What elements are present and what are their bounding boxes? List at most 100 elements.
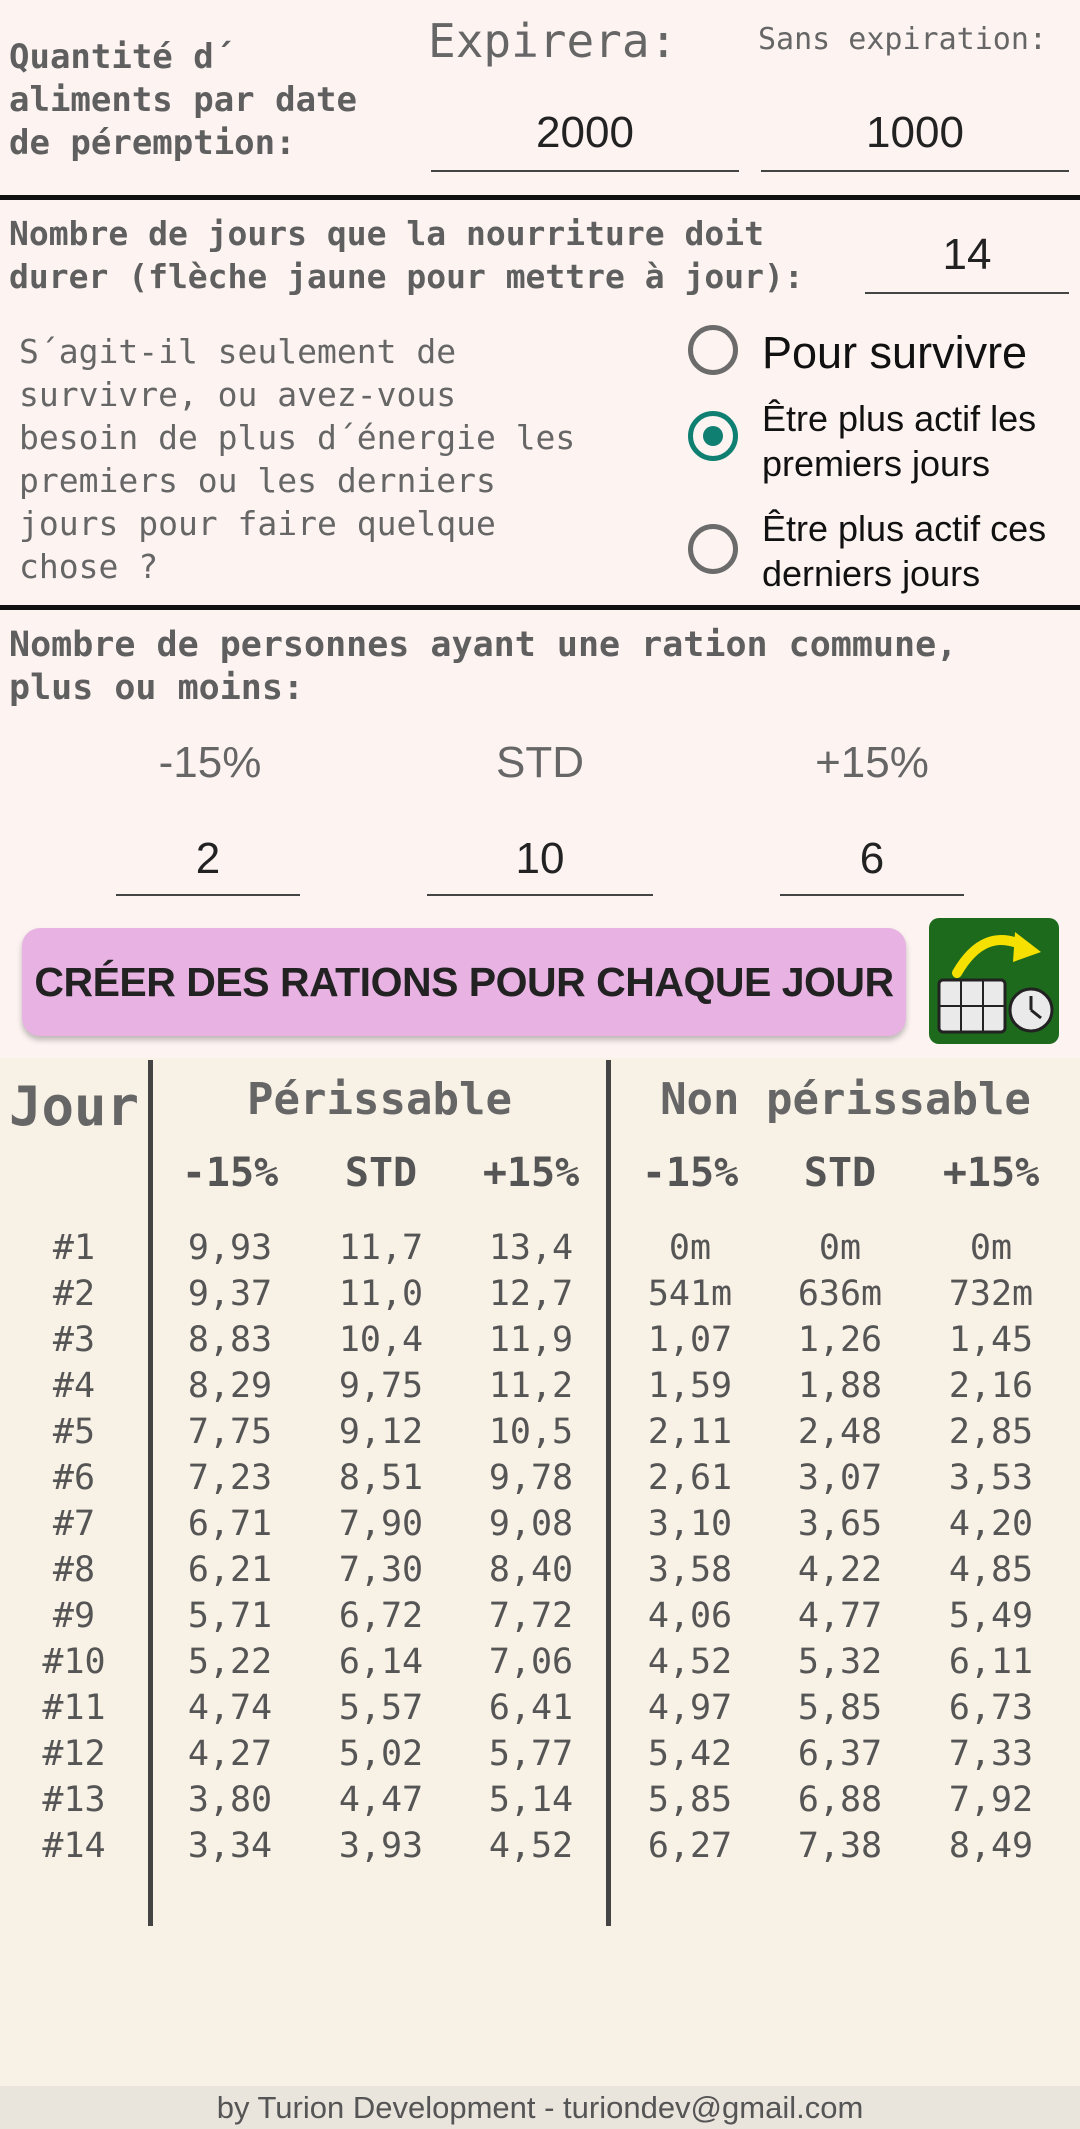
create-rations-button[interactable]: CRÉER DES RATIONS POUR CHAQUE JOUR <box>22 928 906 1036</box>
expire-quantity-input[interactable]: 2000 <box>431 108 739 172</box>
days-input[interactable]: 14 <box>865 230 1069 294</box>
ration-cell: 636m <box>797 1274 883 1314</box>
radio-survive-label: Pour survivre <box>762 327 1028 378</box>
ration-cell: 11,9 <box>488 1320 574 1360</box>
radio-survive[interactable]: Pour survivre <box>686 325 1076 385</box>
activity-question: S´agit-il seulement de survivre, ou avez… <box>19 332 576 586</box>
ration-cell: 5,71 <box>187 1596 273 1636</box>
table-row: #12 4,27 5,02 5,77 5,42 6,37 7,33 <box>0 1734 1080 1780</box>
perishable-header: Périssable <box>247 1074 512 1125</box>
ration-cell: 3,07 <box>797 1458 883 1498</box>
ration-cell: 732m <box>948 1274 1034 1314</box>
radio-active-first-days[interactable]: Être plus actif les premiers jours <box>686 396 1076 488</box>
people-header-plus: +15% <box>815 738 929 787</box>
table-row: #9 5,71 6,72 7,72 4,06 4,77 5,49 <box>0 1596 1080 1642</box>
ration-cell: 10,4 <box>338 1320 424 1360</box>
footer-credit: by Turion Development - turiondev@gmail.… <box>0 2086 1080 2129</box>
day-number: #14 <box>42 1826 106 1866</box>
ration-cell: 4,06 <box>647 1596 733 1636</box>
ration-cell: 6,37 <box>797 1734 883 1774</box>
ration-cell: 13,4 <box>488 1228 574 1268</box>
radio-circle-active-last[interactable] <box>688 524 738 574</box>
ration-cell: 7,75 <box>187 1412 273 1452</box>
ration-cell: 9,75 <box>338 1366 424 1406</box>
day-number: #2 <box>52 1274 96 1314</box>
ration-cell: 0m <box>818 1228 862 1268</box>
ration-cell: 5,32 <box>797 1642 883 1682</box>
ration-cell: 1,59 <box>647 1366 733 1406</box>
radio-circle-active-first[interactable] <box>688 411 738 461</box>
day-number: #8 <box>52 1550 96 1590</box>
ration-cell: 4,74 <box>187 1688 273 1728</box>
ration-cell: 4,52 <box>647 1642 733 1682</box>
day-number: #4 <box>52 1366 96 1406</box>
column-divider <box>148 1060 153 1926</box>
people-label: Nombre de personnes ayant une ration com… <box>9 625 958 708</box>
calendar-clock-update-icon <box>937 932 1054 1034</box>
ration-cell: 3,34 <box>187 1826 273 1866</box>
table-row: #7 6,71 7,90 9,08 3,10 3,65 4,20 <box>0 1504 1080 1550</box>
people-std-input[interactable]: 10 <box>427 834 653 896</box>
ration-cell: 5,85 <box>647 1780 733 1820</box>
no-expire-header: Sans expiration: <box>758 22 1047 57</box>
day-number: #12 <box>42 1734 106 1774</box>
table-row: #13 3,80 4,47 5,14 5,85 6,88 7,92 <box>0 1780 1080 1826</box>
day-number: #10 <box>42 1642 106 1682</box>
ration-cell: 9,78 <box>488 1458 574 1498</box>
day-number: #7 <box>52 1504 96 1544</box>
day-number: #11 <box>42 1688 106 1728</box>
ration-cell: 4,47 <box>338 1780 424 1820</box>
sub-header-nonperishable-minus: -15% <box>641 1150 739 1196</box>
radio-circle-survive[interactable] <box>688 325 738 375</box>
ration-cell: 1,07 <box>647 1320 733 1360</box>
table-row: #6 7,23 8,51 9,78 2,61 3,07 3,53 <box>0 1458 1080 1504</box>
ration-cell: 7,38 <box>797 1826 883 1866</box>
ration-cell: 1,45 <box>948 1320 1034 1360</box>
ration-cell: 6,41 <box>488 1688 574 1728</box>
ration-cell: 1,26 <box>797 1320 883 1360</box>
ration-cell: 9,93 <box>187 1228 273 1268</box>
sub-header-perishable-std: STD <box>344 1150 418 1196</box>
ration-cell: 2,61 <box>647 1458 733 1498</box>
people-minus-input[interactable]: 2 <box>116 834 300 896</box>
table-row: #4 8,29 9,75 11,2 1,59 1,88 2,16 <box>0 1366 1080 1412</box>
table-row: #14 3,34 3,93 4,52 6,27 7,38 8,49 <box>0 1826 1080 1872</box>
ration-cell: 8,29 <box>187 1366 273 1406</box>
ration-cell: 11,2 <box>488 1366 574 1406</box>
ration-cell: 3,53 <box>948 1458 1034 1498</box>
ration-cell: 7,72 <box>488 1596 574 1636</box>
ration-cell: 0m <box>969 1228 1013 1268</box>
ration-cell: 6,73 <box>948 1688 1034 1728</box>
ration-cell: 2,85 <box>948 1412 1034 1452</box>
day-number: #13 <box>42 1780 106 1820</box>
table-row: #11 4,74 5,57 6,41 4,97 5,85 6,73 <box>0 1688 1080 1734</box>
section-divider <box>0 605 1080 610</box>
rations-table: Jour Périssable Non périssable -15% STD +1… <box>0 1060 1080 2086</box>
ration-cell: 7,92 <box>948 1780 1034 1820</box>
ration-cell: 8,40 <box>488 1550 574 1590</box>
ration-cell: 1,88 <box>797 1366 883 1406</box>
table-row: #3 8,83 10,4 11,9 1,07 1,26 1,45 <box>0 1320 1080 1366</box>
ration-cell: 9,37 <box>187 1274 273 1314</box>
ration-cell: 6,88 <box>797 1780 883 1820</box>
no-expire-quantity-input[interactable]: 1000 <box>761 108 1069 172</box>
ration-cell: 9,08 <box>488 1504 574 1544</box>
ration-cell: 3,10 <box>647 1504 733 1544</box>
days-label: Nombre de jours que la nourriture doit d… <box>9 214 804 296</box>
ration-cell: 8,49 <box>948 1826 1034 1866</box>
day-number: #5 <box>52 1412 96 1452</box>
day-header: Jour <box>8 1075 140 1138</box>
ration-cell: 2,11 <box>647 1412 733 1452</box>
table-row: #10 5,22 6,14 7,06 4,52 5,32 6,11 <box>0 1642 1080 1688</box>
ration-cell: 11,0 <box>338 1274 424 1314</box>
ration-cell: 5,22 <box>187 1642 273 1682</box>
ration-cell: 5,49 <box>948 1596 1034 1636</box>
update-days-button[interactable] <box>929 918 1059 1044</box>
radio-active-last-days[interactable]: Être plus actif ces derniers jours <box>686 506 1076 598</box>
ration-cell: 6,72 <box>338 1596 424 1636</box>
people-plus-input[interactable]: 6 <box>780 834 964 896</box>
ration-cell: 8,51 <box>338 1458 424 1498</box>
ration-cell: 2,16 <box>948 1366 1034 1406</box>
ration-cell: 6,11 <box>948 1642 1034 1682</box>
day-number: #6 <box>52 1458 96 1498</box>
